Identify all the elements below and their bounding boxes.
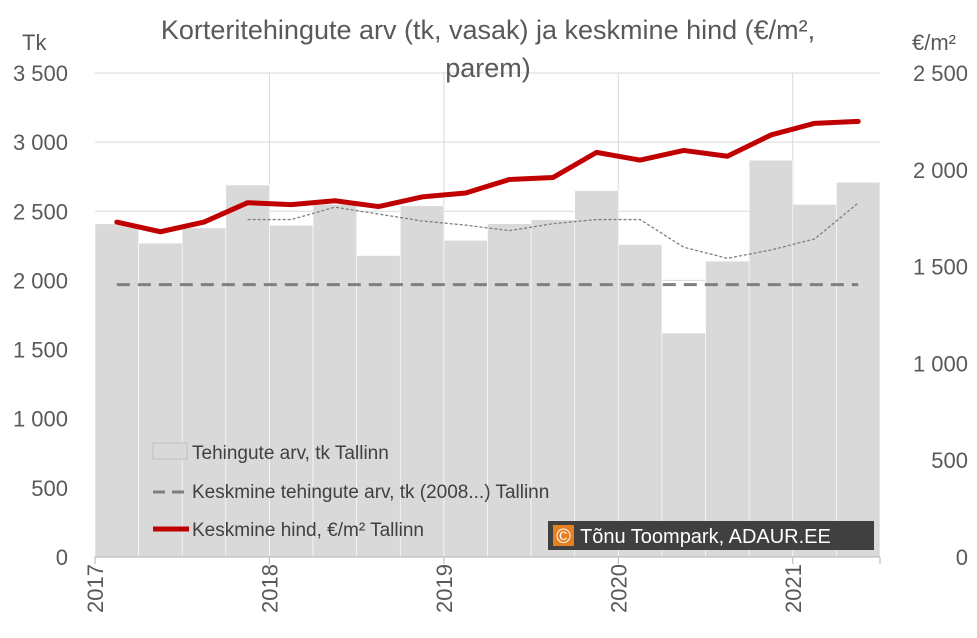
bar [836, 181, 881, 558]
y-left-tick-label: 0 [56, 545, 68, 570]
bar [443, 240, 488, 558]
x-year-label: 2019 [432, 564, 457, 613]
y-left-tick-labels: 0 500 1 000 1 500 2 000 2 500 3 000 3 500 [13, 61, 68, 570]
y-left-tick-label: 1 500 [13, 338, 68, 363]
y-right-tick-label: 1 500 [913, 255, 968, 280]
legend-swatch-bars [152, 442, 188, 460]
y-left-tick-label: 2 000 [13, 268, 68, 293]
chart-title-line-1: Korteritehingute arv (tk, vasak) ja kesk… [161, 15, 815, 45]
credit-symbol: © [556, 526, 571, 548]
bar-series [94, 159, 881, 558]
y-right-tick-label: 2 500 [913, 61, 968, 86]
y-left-tick-label: 3 500 [13, 61, 68, 86]
y-left-tick-label: 500 [31, 476, 68, 501]
bar [269, 224, 314, 558]
chart-title-line-2: parem) [445, 53, 531, 83]
y-right-tick-label: 1 000 [913, 351, 968, 376]
bar [399, 205, 445, 558]
bar [94, 223, 139, 558]
price-line-path [114, 118, 861, 235]
bar [181, 227, 227, 558]
y-left-axis-label: Tk [22, 30, 47, 55]
price-line [114, 118, 861, 235]
bar [312, 204, 357, 558]
bar [705, 260, 750, 558]
credit-symbol-box [553, 525, 574, 546]
credit-text: Tõnu Toompark, ADAUR.EE [580, 526, 831, 548]
legend: Tehingute arv, tk Tallinn Keskmine tehin… [152, 442, 549, 541]
y-right-tick-labels: 0 500 1 000 1 500 2 000 2 500 [913, 61, 968, 570]
x-year-label: 2020 [606, 564, 631, 613]
bar [487, 223, 532, 558]
legend-label-price: Keskmine hind, €/m² Tallinn [192, 520, 424, 541]
y-left-tick-label: 1 000 [13, 407, 68, 432]
bar [618, 244, 663, 558]
bar [574, 190, 619, 558]
bar [792, 204, 837, 558]
bar [356, 255, 401, 558]
y-right-tick-label: 0 [956, 545, 968, 570]
x-year-label: 2021 [781, 564, 806, 613]
y-right-axis-label: €/m² [912, 30, 956, 55]
x-axis: 2017 2018 2019 2020 2021 [83, 556, 881, 613]
y-right-tick-label: 500 [931, 448, 968, 473]
y-right-tick-label: 2 000 [913, 158, 968, 183]
y-left-tick-label: 2 500 [13, 199, 68, 224]
bar [748, 159, 794, 558]
legend-label-average: Keskmine tehingute arv, tk (2008...) Tal… [192, 482, 549, 503]
credit-badge: © Tõnu Toompark, ADAUR.EE [548, 521, 874, 550]
y-left-tick-label: 3 000 [13, 130, 68, 155]
moving-average-dotted-line [247, 202, 859, 259]
credit-background [548, 521, 874, 550]
bar [138, 242, 183, 558]
x-year-label: 2018 [257, 564, 282, 613]
legend-label-bars: Tehingute arv, tk Tallinn [192, 443, 389, 464]
bar [530, 219, 576, 558]
x-year-label: 2017 [83, 564, 108, 613]
reference-lines [116, 202, 859, 287]
